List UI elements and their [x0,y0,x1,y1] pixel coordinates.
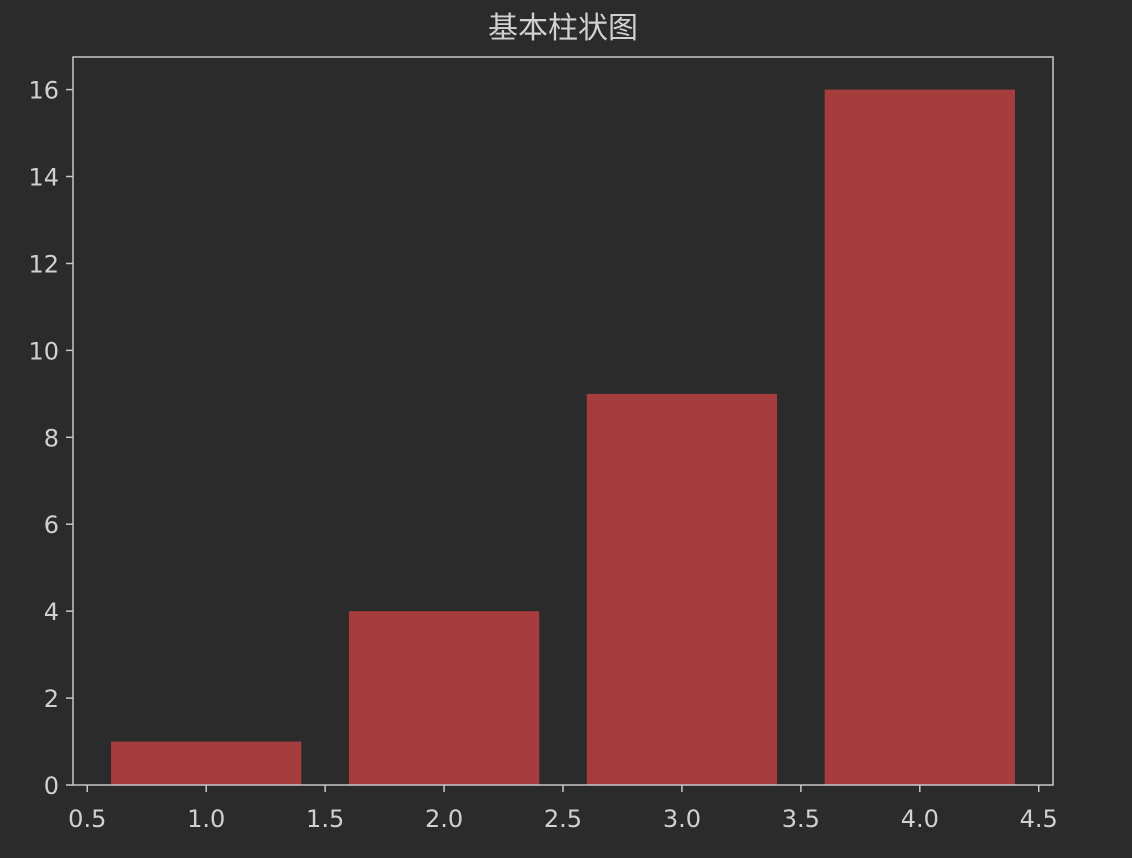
y-tick-label: 0 [44,772,59,800]
x-tick-label: 3.0 [663,805,701,833]
y-tick-label: 2 [44,685,59,713]
bar-4 [824,89,1015,785]
x-tick-label: 1.5 [306,805,344,833]
x-tick-label: 2.5 [544,805,582,833]
bar-3 [586,393,778,785]
y-tick-label: 10 [28,337,59,365]
y-tick-label: 12 [28,250,59,278]
y-tick-label: 8 [44,424,59,452]
chart-title: 基本柱状图 [488,11,638,46]
x-tick-label: 4.0 [901,805,939,833]
x-tick-label: 3.5 [782,805,820,833]
y-tick-label: 14 [28,164,59,192]
y-tick-label: 16 [28,77,59,105]
y-tick-label: 4 [44,598,59,626]
x-tick-label: 1.0 [187,805,225,833]
y-tick-label: 6 [44,511,59,539]
bar-2 [348,611,540,785]
x-tick-label: 2.0 [425,805,463,833]
bars-group [111,89,1015,785]
bar-1 [111,741,302,785]
x-tick-label: 4.5 [1020,805,1058,833]
x-axis-ticks: 0.5 1.0 1.5 2.0 2.5 3.0 3.5 4.0 4.5 [68,785,1058,833]
x-tick-label: 0.5 [68,805,106,833]
y-axis-ticks: 0 2 4 6 8 10 12 14 16 [28,77,73,800]
